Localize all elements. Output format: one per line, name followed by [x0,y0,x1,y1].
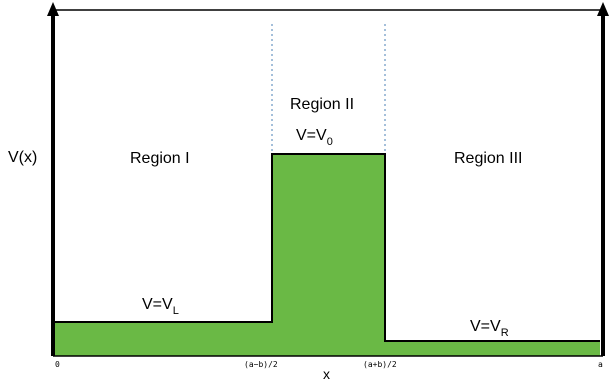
potential-label-middle: V=V0 [296,127,333,148]
tick-label-a-minus-b: (a−b)/2 [244,360,278,369]
region-iii-label: Region III [454,150,522,167]
potential-right-prefix: V=V [470,318,501,335]
region-i-label: Region I [130,150,190,167]
y-axis-label: V(x) [8,149,37,166]
potential-middle-sub: 0 [327,136,333,148]
potential-fill [53,154,600,356]
tick-label-a: a [598,360,603,369]
potential-label-right: V=VR [470,318,509,339]
potential-left-prefix: V=V [142,296,173,313]
potential-left-sub: L [173,305,179,317]
tick-label-a-plus-b: (a+b)/2 [363,360,397,369]
right-wall-arrow-icon [597,2,609,16]
region-ii-label: Region II [290,96,354,113]
tick-label-0: 0 [55,360,60,369]
potential-right-sub: R [501,327,509,339]
potential-label-left: V=VL [142,296,179,317]
potential-middle-prefix: V=V [296,127,327,144]
left-wall-arrow-icon [47,2,59,16]
x-axis-label: x [323,366,330,381]
potential-outline [53,153,600,342]
